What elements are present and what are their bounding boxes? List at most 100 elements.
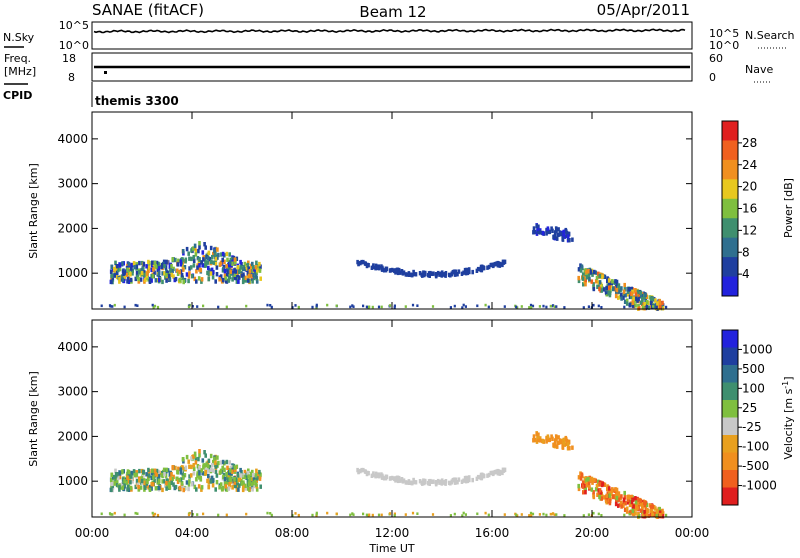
colorbar-swatch: [722, 140, 738, 161]
echo-cell: [137, 279, 141, 284]
echo-cell: [598, 494, 601, 500]
echo-cell: [204, 263, 207, 268]
echo-cell: [168, 485, 172, 490]
echo-cell: [611, 487, 614, 492]
echo-cell: [453, 304, 456, 308]
echo-cell: [132, 469, 136, 474]
colorbar-tick-label: 20: [742, 180, 757, 194]
echo-cell: [259, 264, 262, 269]
echo-cell: [192, 454, 195, 459]
echo-cell: [244, 278, 248, 283]
echo-cell: [100, 512, 103, 516]
echo-cell: [658, 298, 661, 304]
echo-cell: [600, 288, 603, 293]
echo-cell: [577, 483, 580, 489]
echo-cell: [549, 304, 552, 308]
echo-cell: [229, 257, 233, 263]
echo-cell: [193, 243, 197, 248]
echo-cell: [315, 305, 318, 308]
echo-cell: [608, 282, 611, 287]
echo-cell: [395, 267, 399, 273]
echo-cell: [210, 259, 213, 264]
date-title: 05/Apr/2011: [597, 1, 690, 19]
echo-cell: [126, 276, 130, 281]
echo-cell: [411, 511, 415, 515]
echo-cell: [142, 261, 146, 267]
echo-cell: [205, 254, 208, 259]
echo-cell: [553, 305, 556, 308]
echo-cell: [630, 291, 634, 297]
echo-cell: [163, 479, 166, 484]
echo-cell: [259, 484, 262, 489]
echo-cell: [181, 249, 185, 254]
echo-cell: [607, 278, 611, 283]
echo-cell: [581, 272, 585, 277]
echo-cell: [561, 444, 564, 450]
echo-cell: [580, 472, 584, 477]
echo-cell: [451, 270, 455, 275]
echo-cell: [440, 478, 444, 483]
echo-cell: [635, 504, 638, 509]
echo-cell: [397, 269, 400, 275]
echo-cell: [238, 483, 241, 488]
echo-cell: [429, 478, 432, 484]
colorbar-swatch: [722, 417, 738, 436]
echo-cell: [535, 431, 539, 437]
colorbar-tick-label: 500: [742, 362, 765, 376]
echo-cell: [192, 263, 196, 268]
echo-cell: [196, 265, 199, 270]
echo-cell: [154, 278, 158, 283]
echo-cell: [128, 474, 131, 479]
echo-cell: [246, 479, 250, 484]
echo-cell: [617, 491, 621, 496]
echo-cell: [238, 269, 241, 275]
echo-cell: [600, 306, 603, 309]
echo-cell: [115, 274, 119, 280]
echo-cell: [118, 266, 122, 272]
echo-cell: [481, 474, 485, 479]
echo-cell: [641, 296, 644, 302]
echo-cell: [624, 293, 627, 298]
echo-cell: [216, 247, 219, 252]
echo-cell: [182, 279, 185, 285]
echo-cell: [123, 513, 126, 517]
echo-cell: [135, 479, 139, 484]
echo-cell: [255, 270, 258, 275]
echo-cell: [580, 264, 584, 269]
echo-cell: [548, 437, 552, 443]
echo-cell: [176, 479, 180, 484]
echo-cell: [209, 245, 213, 251]
echo-cell: [615, 282, 619, 287]
echo-cell: [529, 511, 533, 515]
echo-cell: [211, 478, 215, 484]
echo-cell: [645, 508, 649, 513]
echo-cell: [207, 276, 211, 282]
echo-cell: [193, 484, 197, 490]
echo-cell: [535, 223, 539, 229]
echo-cell: [197, 456, 200, 462]
echo-cell: [606, 276, 609, 281]
echo-cell: [239, 467, 242, 473]
echo-cell: [221, 277, 225, 283]
echo-cell: [436, 270, 440, 276]
echo-cell: [467, 475, 471, 480]
echo-cell: [187, 513, 191, 517]
echo-cell: [138, 260, 141, 266]
echo-cell: [165, 259, 168, 265]
echo-cell: [645, 305, 649, 310]
echo-cell: [184, 465, 188, 470]
colorbar-tick-label: 4: [742, 267, 750, 281]
echo-cell: [174, 465, 177, 471]
echo-cell: [410, 480, 414, 486]
echo-cell: [460, 479, 464, 484]
echo-cell: [462, 511, 465, 515]
echo-cell: [538, 230, 542, 235]
echo-cell: [178, 269, 181, 275]
echo-cell: [439, 479, 442, 485]
echo-cell: [214, 256, 218, 261]
echo-cell: [453, 272, 457, 277]
echo-cell: [533, 437, 537, 443]
echo-cell: [242, 484, 245, 489]
echo-cell: [215, 480, 219, 485]
echo-cell: [565, 441, 568, 446]
